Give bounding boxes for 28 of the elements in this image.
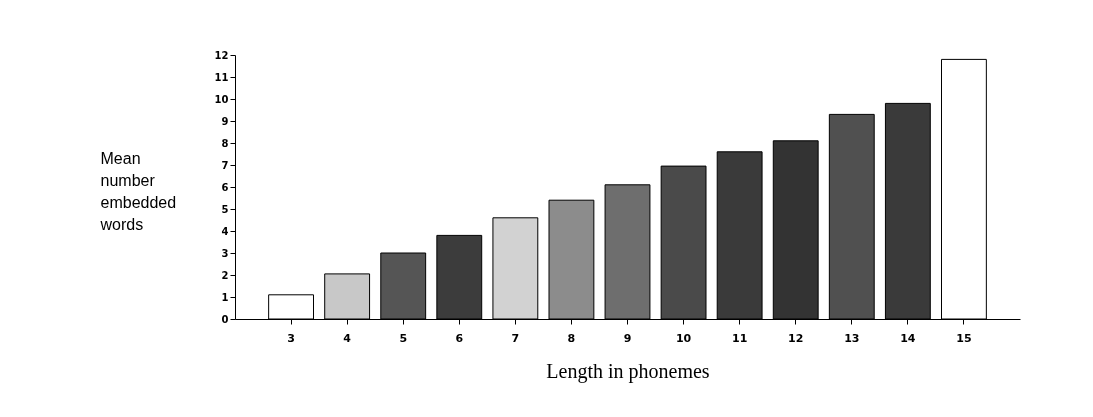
x-tick-label: 6	[455, 331, 464, 345]
x-tick-label: 14	[900, 331, 916, 345]
y-tick-label: 8	[221, 137, 229, 149]
x-axis-title: Length in phonemes	[546, 359, 710, 383]
y-tick-label: 5	[221, 203, 229, 215]
y-tick-label: 4	[221, 225, 229, 237]
y-tick-label: 2	[221, 269, 229, 281]
x-tick-label: 13	[844, 331, 860, 345]
x-tick-label: 12	[788, 331, 804, 345]
y-tick-label: 1	[221, 291, 229, 303]
x-tick-label: 4	[343, 331, 352, 345]
x-tick-label: 3	[287, 331, 295, 345]
x-tick-label: 11	[731, 331, 748, 345]
x-tick-label: 9	[623, 331, 632, 345]
x-tick-label: 10	[675, 331, 692, 345]
x-tick-label: 15	[956, 331, 972, 345]
y-tick-label: 3	[221, 247, 229, 259]
y-axis-title: Mean number embedded words	[99, 149, 177, 233]
x-tick-label: 5	[399, 331, 408, 345]
y-tick-label: 6	[221, 181, 229, 193]
y-tick-label: 9	[221, 115, 229, 127]
x-tick-label: 8	[567, 331, 576, 345]
y-tick-label: 0	[221, 313, 229, 325]
y-tick-label: 12	[214, 49, 229, 61]
y-tick-label: 10	[214, 93, 229, 105]
x-tick-label: 7	[511, 331, 520, 345]
y-tick-label: 11	[214, 71, 229, 83]
y-tick-label: 7	[221, 159, 229, 171]
